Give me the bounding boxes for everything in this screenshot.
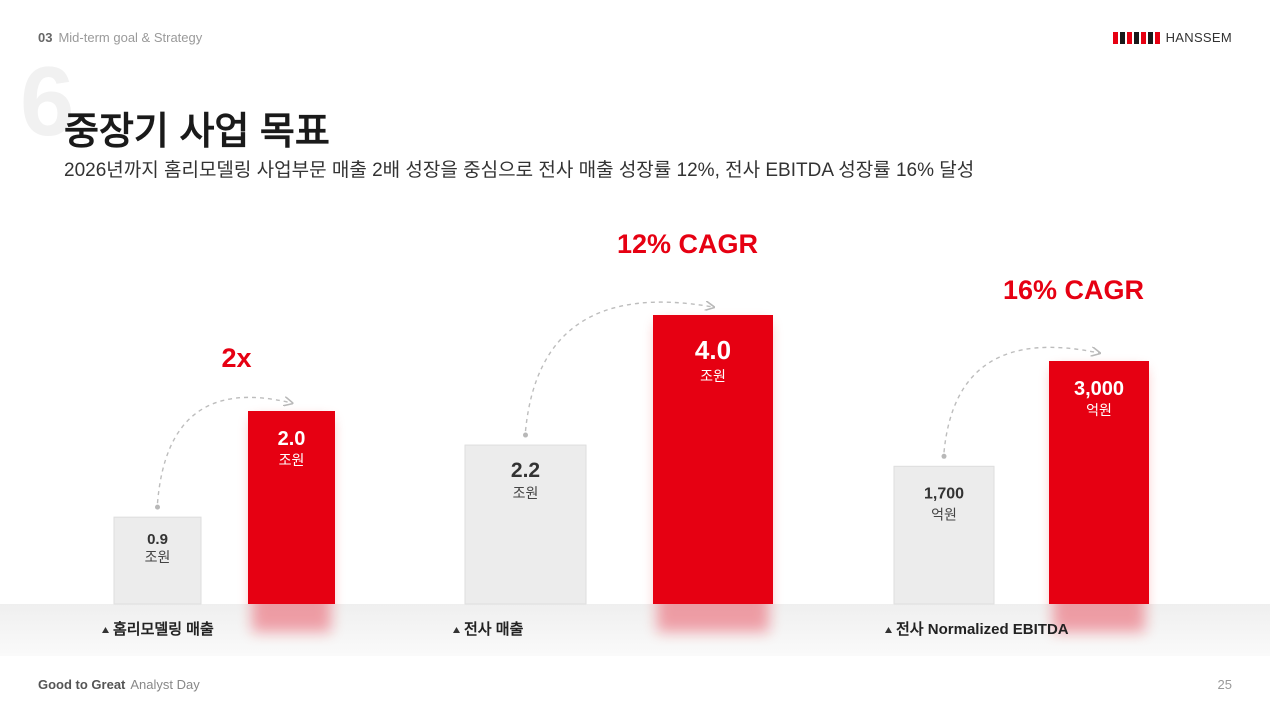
logo-stripe [1112,31,1118,44]
logo-stripe [1147,31,1153,44]
triangle-icon [885,627,892,633]
triangle-icon [102,627,109,633]
bar-unit-label: 조원 [279,452,305,468]
section-name: Mid-term goal & Strategy [58,30,203,45]
logo-stripe [1126,31,1132,44]
growth-arrow [156,397,292,504]
bar-value-label: 3,000 [1074,378,1124,400]
growth-label: 2x [222,343,252,373]
footer-brand-name: Good to Great [38,677,126,692]
page-number: 25 [1217,677,1232,692]
footer-event: Analyst Day [130,677,200,692]
logo-stripe [1133,31,1139,44]
section-tag: 03 Mid-term goal & Strategy [38,30,202,45]
bar-unit-label: 조원 [513,485,539,501]
group-label: 전사 매출 [464,621,524,638]
page-title: 중장기 사업 목표 [64,111,330,153]
bar-current [113,516,202,605]
triangle-icon [453,627,460,633]
bar-target [1049,361,1149,604]
arrow-start-dot [155,504,160,510]
hanssem-logo: HANSSEM [1112,30,1232,45]
bar-value-label: 0.9 [147,531,168,548]
logo-stripe [1140,31,1146,44]
bar-value-label: 1,700 [924,485,964,502]
bar-value-label: 4.0 [695,335,731,365]
footer-brand: Good to Great Analyst Day [38,677,200,692]
bar-unit-label: 억원 [931,506,957,522]
logo-mark-icon [1112,31,1160,44]
bar-unit-label: 조원 [700,368,726,384]
growth-label: 16% CAGR [1003,275,1144,305]
bar-unit-label: 조원 [145,549,171,565]
bar-target [248,411,335,604]
bar-unit-label: 억원 [1086,402,1112,418]
arrow-start-dot [941,453,947,459]
logo-stripe [1154,31,1160,44]
bar-value-label: 2.0 [278,428,306,450]
chart-group: 1,700 억원 3,000 억원 16% CAGR 전사 Normalized EBIT… [885,275,1149,638]
bar-target [653,315,773,604]
bar-value-label: 2.2 [511,459,540,482]
logo-stripe [1119,31,1125,44]
logo-text: HANSSEM [1165,30,1232,45]
group-label: 전사 Normalized EBITDA [896,621,1069,638]
section-number: 03 [38,30,53,45]
page-subtitle: 2026년까지 홈리모델링 사업부문 매출 2배 성장을 중심으로 전사 매출 … [64,160,975,181]
bar-current [464,444,587,605]
section-big-number: 6 [20,46,75,156]
growth-label: 12% CAGR [617,229,758,259]
chart-group: 2.2 조원 4.0 조원 12% CAGR 전사 매출 [453,229,773,638]
arrow-start-dot [523,432,528,438]
group-label: 홈리모델링 매출 [113,620,214,638]
bar-current [893,465,995,605]
